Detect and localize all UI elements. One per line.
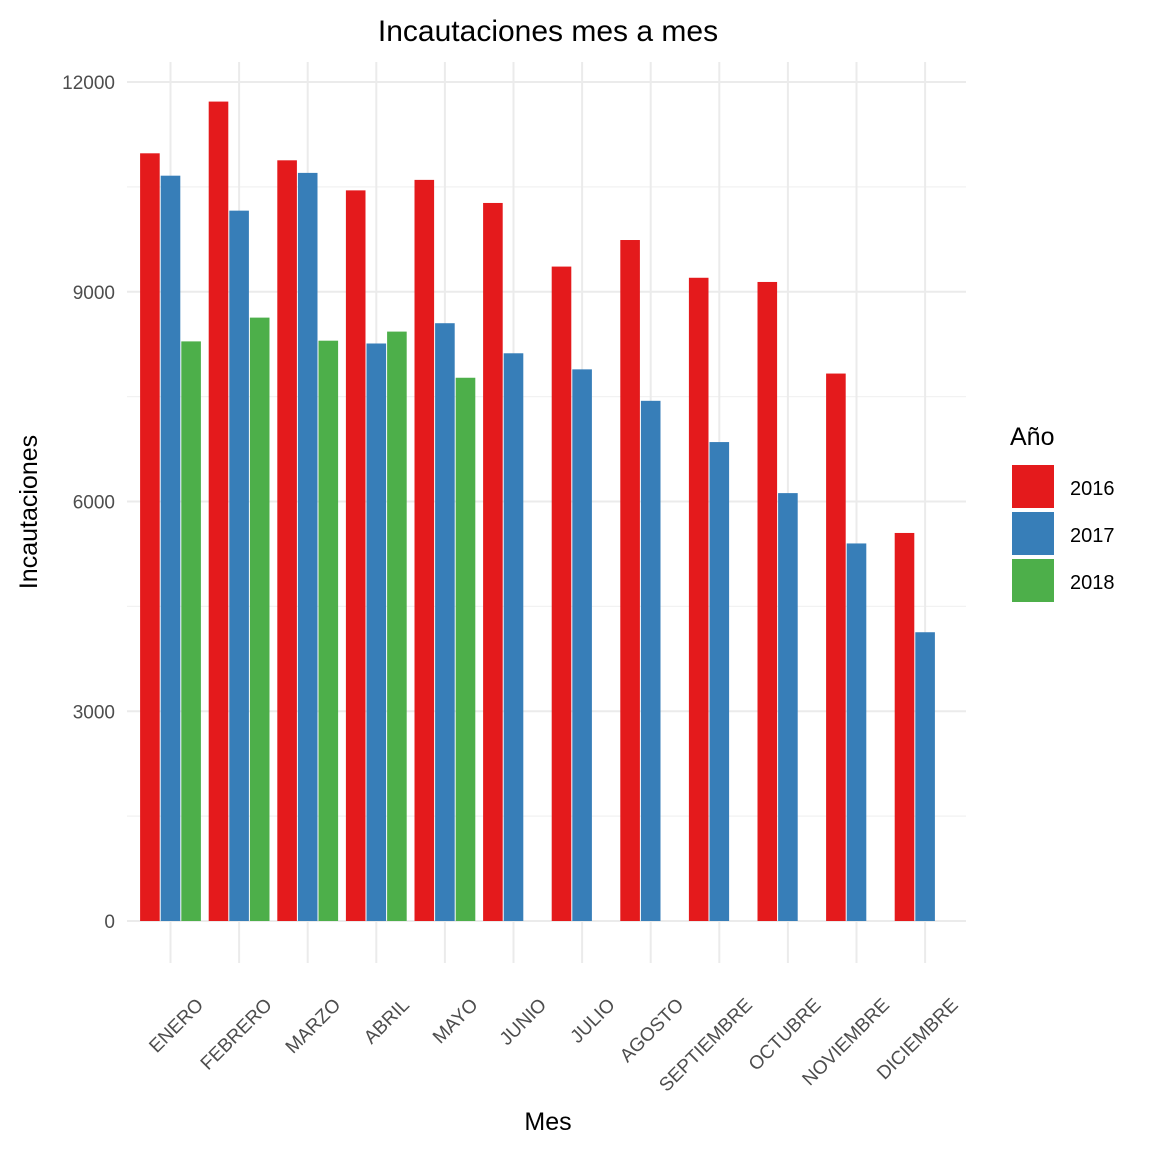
bar-2017-noviembre [846, 543, 867, 921]
y-tick-label: 0 [104, 912, 115, 933]
bar-2016-junio [483, 202, 503, 921]
x-tick-label: ENERO [145, 995, 208, 1058]
x-tick-label: ABRIL [360, 995, 414, 1049]
bar-2017-agosto [640, 400, 661, 921]
x-tick-label: AGOSTO [616, 995, 688, 1067]
bar-2016-abril [345, 190, 366, 921]
bar-2017-abril [366, 343, 387, 921]
bar-2017-mayo [435, 323, 455, 922]
bar-2016-diciembre [894, 532, 915, 921]
bar-2016-marzo [277, 160, 297, 921]
bar-2016-octubre [757, 281, 778, 922]
bar-2016-julio [551, 266, 572, 922]
legend-label-2016: 2016 [1070, 478, 1115, 500]
bar-2017-marzo [297, 172, 318, 921]
bar-2017-febrero [229, 210, 249, 921]
legend-label-2018: 2018 [1070, 572, 1115, 594]
x-tick-label: MARZO [282, 995, 345, 1058]
x-tick-label: FEBRERO [197, 995, 277, 1075]
bar-2018-marzo [318, 340, 339, 921]
y-tick-label: 3000 [73, 702, 115, 723]
legend-key-2018 [1012, 559, 1054, 602]
bar-2017-diciembre [915, 632, 935, 921]
bar-2016-febrero [208, 101, 229, 921]
legend-title: Año [1010, 423, 1054, 451]
legend-label-2017: 2017 [1070, 525, 1115, 547]
x-axis-label: Mes [524, 1108, 571, 1136]
y-tick-labels: 0 3000 6000 9000 12000 [62, 73, 115, 933]
bar-2017-junio [503, 353, 524, 921]
bar-2017-septiembre [709, 442, 730, 921]
bar-2016-mayo [414, 179, 435, 921]
bar-2016-noviembre [826, 373, 846, 921]
legend-key-2017 [1012, 512, 1054, 555]
x-tick-label: JUNIO [496, 995, 551, 1050]
bar-2018-enero [181, 341, 201, 921]
bar-2016-septiembre [688, 277, 709, 921]
y-axis-label: Incautaciones [15, 435, 43, 589]
bar-2017-julio [572, 369, 592, 921]
y-tick-label: 9000 [73, 283, 115, 304]
y-tick-label: 12000 [62, 73, 115, 94]
chart-title: Incautaciones mes a mes [378, 15, 718, 48]
x-tick-label: MAYO [429, 995, 482, 1048]
bar-2016-enero [140, 153, 160, 921]
legend-key-2016 [1012, 465, 1054, 508]
bars [140, 101, 935, 922]
bar-2018-mayo [455, 377, 476, 921]
bar-2018-febrero [249, 317, 270, 921]
legend: 2016 2017 2018 [1012, 465, 1115, 602]
bar-2018-abril [387, 331, 407, 922]
x-tick-label: JULIO [567, 995, 620, 1048]
bar-2016-agosto [620, 240, 640, 921]
y-tick-label: 6000 [73, 493, 115, 514]
bar-2017-enero [160, 175, 181, 921]
bar-2017-octubre [778, 493, 798, 921]
